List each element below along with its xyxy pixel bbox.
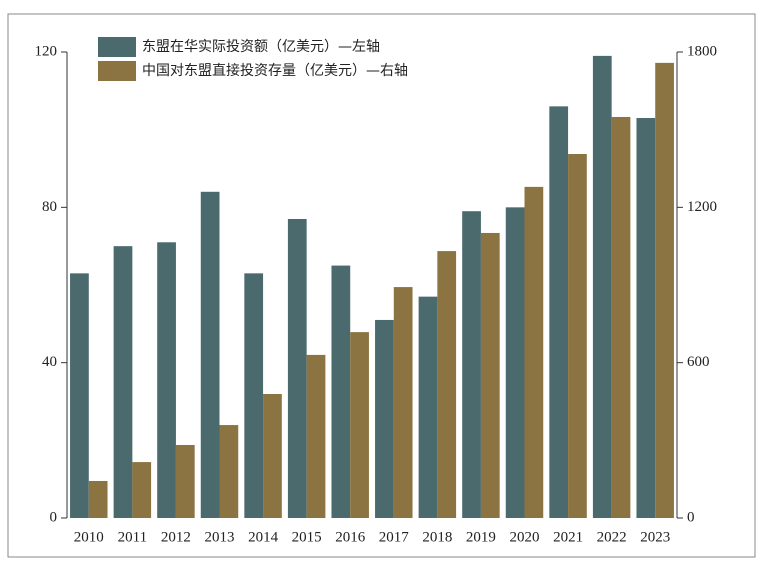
bar: [524, 186, 544, 518]
bar: [437, 251, 457, 518]
y-tick-label: 80: [42, 199, 57, 215]
bar: [549, 106, 569, 518]
bar: [88, 480, 108, 518]
y2-tick-label: 1200: [687, 199, 717, 215]
bar: [480, 232, 500, 519]
y2-tick-label: 0: [687, 509, 695, 525]
bar: [418, 296, 438, 518]
y-tick-label: 120: [35, 43, 58, 59]
bar: [462, 211, 481, 518]
bar: [592, 55, 612, 519]
bar: [375, 319, 394, 518]
bar: [132, 462, 152, 518]
bar: [263, 393, 282, 518]
x-tick-label: 2017: [379, 529, 410, 545]
bar: [113, 246, 133, 518]
x-tick-label: 2023: [640, 529, 670, 545]
bar: [306, 354, 326, 518]
x-tick-label: 2016: [335, 529, 366, 545]
x-tick-label: 2012: [161, 529, 191, 545]
legend-label: 中国对东盟直接投资存量（亿美元）—右轴: [142, 62, 408, 79]
bar: [350, 332, 369, 518]
bar: [505, 207, 525, 519]
x-tick-label: 2015: [292, 529, 322, 545]
bar: [219, 425, 239, 518]
bar: [611, 116, 631, 518]
bar: [655, 62, 674, 519]
bar: [568, 154, 587, 518]
x-tick-label: 2020: [510, 529, 540, 545]
bar: [636, 118, 656, 519]
bar: [175, 444, 195, 518]
y2-tick-label: 1800: [687, 43, 717, 59]
bar: [200, 191, 220, 519]
x-tick-label: 2019: [466, 529, 496, 545]
y2-tick-label: 600: [687, 354, 710, 370]
legend-label: 东盟在华实际投资额（亿美元）—左轴: [142, 39, 380, 55]
x-tick-label: 2022: [597, 529, 627, 545]
bar: [157, 242, 176, 519]
bar: [287, 218, 307, 518]
legend-swatch: [98, 37, 136, 57]
x-tick-label: 2011: [118, 529, 147, 545]
y-tick-label: 40: [42, 354, 57, 370]
bar: [393, 287, 413, 518]
bar: [70, 273, 89, 518]
bar: [244, 273, 264, 518]
x-tick-label: 2014: [248, 529, 279, 545]
x-tick-label: 2013: [205, 529, 235, 545]
bar: [331, 265, 351, 518]
frame: [7, 13, 756, 558]
x-tick-label: 2018: [422, 529, 452, 545]
x-tick-label: 2010: [74, 529, 104, 545]
legend-swatch: [98, 61, 136, 81]
y-tick-label: 0: [50, 509, 58, 525]
x-tick-label: 2021: [553, 529, 583, 545]
